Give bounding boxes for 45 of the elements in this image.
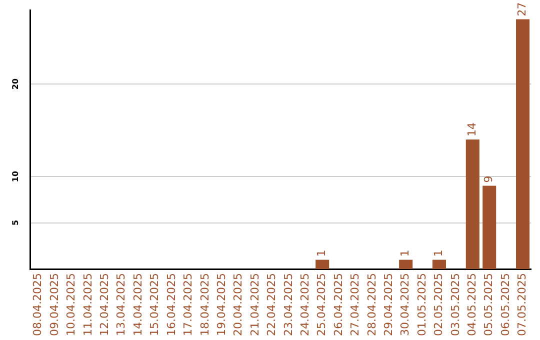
x-tick-label: 22.04.2025 <box>265 273 278 336</box>
x-tick-label: 25.04.2025 <box>315 273 328 336</box>
x-tick-label: 19.04.2025 <box>214 273 228 336</box>
x-tick-label: 21.04.2025 <box>248 273 262 336</box>
x-tick-label: 23.04.2025 <box>282 273 295 336</box>
data-label: 27 <box>516 2 529 16</box>
x-tick-label: 02.05.2025 <box>432 273 446 336</box>
x-tick-label: 10.04.2025 <box>64 273 78 336</box>
data-label: 1 <box>432 250 446 257</box>
x-tick-label: 26.04.2025 <box>332 273 345 336</box>
data-label: 1 <box>315 250 328 257</box>
y-tick-label: 5 <box>11 220 20 226</box>
x-tick-label: 14.04.2025 <box>131 273 144 336</box>
x-tick-label: 04.05.2025 <box>466 273 479 336</box>
data-label: 14 <box>466 122 479 137</box>
data-label: 9 <box>482 176 496 183</box>
bar <box>399 260 413 270</box>
x-tick-label: 20.04.2025 <box>232 273 245 336</box>
y-tick-label: 20 <box>11 78 20 90</box>
x-tick-label: 24.04.2025 <box>298 273 312 336</box>
bar <box>516 19 530 270</box>
bar <box>316 260 330 270</box>
x-tick-label: 05.05.2025 <box>482 273 496 336</box>
x-tick-label: 12.04.2025 <box>98 273 112 336</box>
x-tick-label: 06.05.2025 <box>498 273 512 336</box>
x-tick-label: 09.04.2025 <box>48 273 61 336</box>
bar <box>466 140 480 270</box>
x-tick-label: 16.04.2025 <box>164 273 178 336</box>
x-tick-label: 01.05.2025 <box>415 273 428 336</box>
x-tick-label: 11.04.2025 <box>81 273 94 336</box>
x-tick-label: 18.04.2025 <box>198 273 212 336</box>
x-tick-label: 03.05.2025 <box>448 273 462 336</box>
x-tick-label: 13.04.2025 <box>114 273 128 336</box>
x-tick-label: 27.04.2025 <box>348 273 362 336</box>
bar <box>432 260 446 270</box>
x-tick-label: 08.04.2025 <box>31 273 44 336</box>
x-tick-label: 30.04.2025 <box>398 273 412 336</box>
x-tick-label: 15.04.2025 <box>148 273 162 336</box>
x-tick-label: 28.04.2025 <box>365 273 378 336</box>
x-tick-label: 17.04.2025 <box>182 273 195 336</box>
bar <box>482 186 496 270</box>
y-tick-label: 10 <box>11 170 20 182</box>
x-tick-label: 29.04.2025 <box>382 273 395 336</box>
x-tick-label: 07.05.2025 <box>516 273 529 336</box>
data-label: 1 <box>398 250 412 257</box>
